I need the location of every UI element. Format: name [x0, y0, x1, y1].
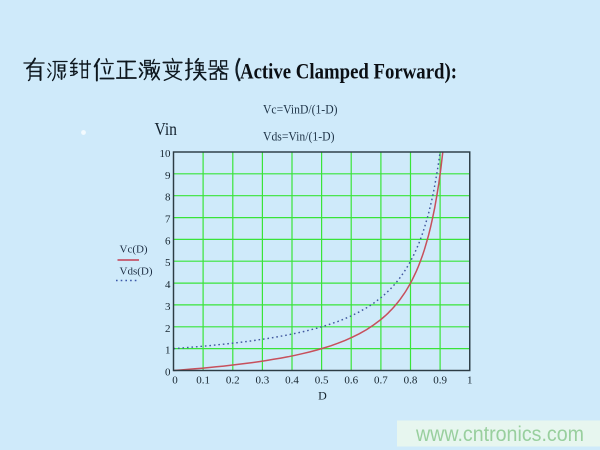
svg-text:10: 10 [160, 148, 172, 160]
svg-text:0.5: 0.5 [315, 375, 329, 387]
svg-text:0.8: 0.8 [404, 375, 418, 387]
svg-text:Active Clamped Forward):: Active Clamped Forward): [240, 59, 457, 84]
svg-text:Vc=VinD/(1-D): Vc=VinD/(1-D) [263, 102, 338, 117]
svg-text:6: 6 [165, 235, 171, 247]
svg-text:Vds=Vin/(1-D): Vds=Vin/(1-D) [263, 129, 335, 144]
svg-text:0.9: 0.9 [433, 375, 447, 387]
svg-text:5: 5 [165, 257, 171, 269]
svg-text:Vds(D): Vds(D) [120, 266, 153, 278]
svg-text:8: 8 [165, 192, 171, 204]
svg-text:0.6: 0.6 [344, 375, 358, 387]
svg-text:1: 1 [467, 375, 473, 387]
svg-text:0.7: 0.7 [374, 375, 388, 387]
svg-text:D: D [318, 389, 327, 403]
svg-text:9: 9 [165, 170, 171, 182]
svg-text:Vc(D): Vc(D) [120, 244, 148, 256]
svg-text:0.3: 0.3 [256, 375, 270, 387]
svg-text:1: 1 [165, 345, 171, 357]
svg-text:0: 0 [172, 375, 178, 387]
svg-text:0: 0 [165, 367, 171, 379]
svg-text:3: 3 [165, 301, 171, 313]
svg-text:2: 2 [165, 323, 171, 335]
svg-text:4: 4 [165, 279, 171, 291]
svg-text:www.cntronics.com: www.cntronics.com [415, 423, 584, 446]
svg-text:Vin: Vin [155, 119, 178, 139]
svg-text:0.1: 0.1 [196, 375, 210, 387]
svg-text:0.2: 0.2 [226, 375, 240, 387]
svg-text:7: 7 [165, 214, 171, 226]
svg-text:0.4: 0.4 [285, 375, 299, 387]
